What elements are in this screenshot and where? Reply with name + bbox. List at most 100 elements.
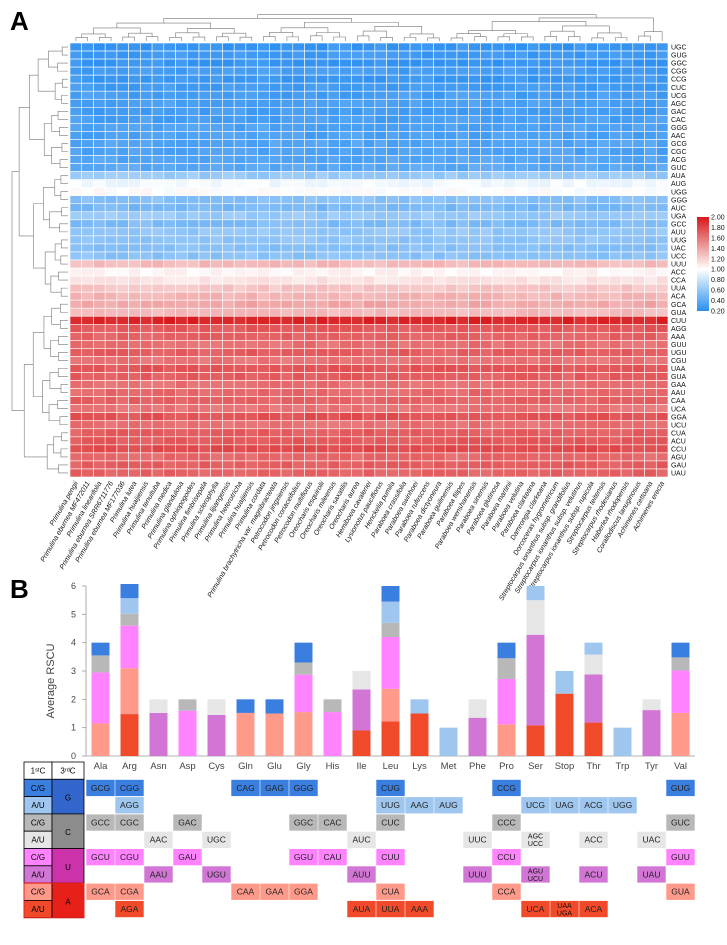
heatmap-cell [245,332,258,341]
bar-segment-ua [207,714,226,756]
heatmap-cell [421,211,434,221]
heatmap-cell [151,283,165,293]
codon-label: CUG [381,783,400,793]
heatmap-cell [515,267,528,277]
heatmap-cell [444,428,458,438]
heatmap-cell [456,131,469,140]
heatmap-cell [339,251,352,261]
heatmap-cell [421,452,434,462]
row-dendrogram-branch [50,340,59,357]
heatmap-cell [597,291,610,301]
heatmap-cell [398,163,411,172]
heatmap-cell [198,195,212,205]
heatmap-cell [491,171,505,180]
heatmap-cell [433,251,446,261]
heatmap-cell [609,235,622,245]
heatmap-cell [480,364,493,373]
heatmap-cell [585,66,598,76]
heatmap-cell [175,115,188,124]
heatmap-cell [632,259,645,269]
heatmap-cell [245,259,258,269]
heatmap-cell [632,315,645,325]
heatmap-cell [210,315,223,325]
heatmap-cell [81,82,94,92]
heatmap-cell [163,195,176,205]
heatmap-cell [444,219,458,229]
heatmap-cell [304,50,317,60]
heatmap-cell [151,299,165,309]
heatmap-cell [81,195,94,205]
heatmap-cell [597,90,610,100]
heatmap-cell [632,147,645,156]
heatmap-cell [409,58,423,68]
heatmap-cell [175,74,188,84]
heatmap-cell [175,187,188,197]
heatmap-cell [515,243,528,253]
heatmap-cell [386,380,399,389]
heatmap-cell [186,259,200,269]
heatmap-cell [515,340,528,349]
heatmap-cell [93,315,106,325]
heatmap-cell [351,340,364,349]
heatmap-cell [562,106,575,116]
heatmap-cell [362,131,376,140]
heatmap-cell [210,155,223,164]
heatmap-cell [186,195,200,205]
codon-cell [86,849,115,866]
heatmap-cell [550,50,563,60]
heatmap-cell [421,348,434,357]
heatmap-cell [538,187,552,197]
heatmap-cell [104,227,118,237]
heatmap-cell [269,219,282,229]
heatmap-cell [339,315,352,325]
heatmap-cell [269,259,282,269]
heatmap-cell [315,259,329,269]
heatmap-cell [409,323,423,333]
heatmap-cell [632,283,645,293]
heatmap-cell [526,460,540,470]
heatmap-cell [398,147,411,156]
heatmap-cell [304,420,317,430]
heatmap-cell [245,66,258,76]
heatmap-cell [655,139,669,148]
heatmap-cell [362,332,376,341]
heatmap-cell [585,195,598,205]
heatmap-cell [609,139,622,148]
heatmap-cell [444,90,458,100]
heatmap-cell [351,98,364,108]
heatmap-cell [386,171,399,180]
heatmap-cell [210,348,223,357]
heatmap-cell [421,115,434,124]
heatmap-cell [93,58,106,68]
heatmap-cell [597,340,610,349]
heatmap-cell [280,323,294,333]
heatmap-cell [585,219,598,229]
heatmap-cell [151,372,165,381]
heatmap-cell [550,267,563,277]
heatmap-cell [503,211,516,221]
heatmap-cell [280,203,294,213]
row-dendrogram-branch [53,436,62,454]
heatmap-cell [315,179,329,188]
heatmap-cell [573,452,587,462]
heatmap-cell [456,211,469,221]
heatmap-cell [304,428,317,438]
heatmap-cell [339,203,352,213]
heatmap-cell [374,291,387,301]
heatmap-cell [480,340,493,349]
heatmap-cell [655,243,669,253]
heatmap-cell [163,267,176,277]
heatmap-cell [233,259,247,269]
bar-segment-ag [381,601,400,623]
heatmap-cell [222,106,235,116]
heatmap-cell [233,171,247,180]
heatmap-cell [198,396,212,405]
heatmap-cell [116,106,129,116]
heatmap-cell [433,195,446,205]
heatmap-cell [362,396,376,405]
heatmap-cell [151,123,165,132]
heatmap-cell [597,364,610,373]
heatmap-cell [655,372,669,381]
heatmap-cell [515,364,528,373]
heatmap-cell [644,468,657,478]
